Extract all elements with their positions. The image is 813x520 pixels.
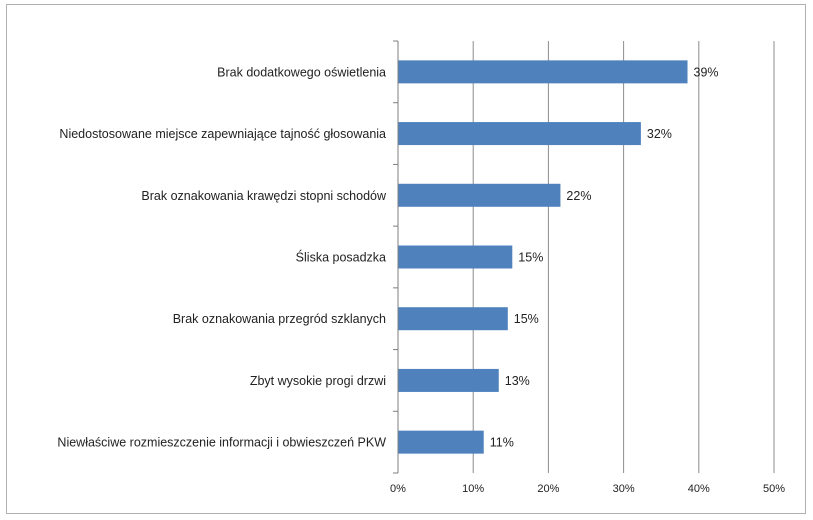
labels: 0% 10% 20% 30% 40% 50% Brak dodatkowego oświet… [57, 65, 785, 495]
bar-1 [398, 60, 688, 84]
bars [398, 60, 688, 454]
data-label-2: 32% [647, 127, 672, 141]
category-label-2: Niedostosowane miejsce zapewniające tajn… [59, 127, 386, 141]
bar-3 [398, 183, 561, 207]
data-label-6: 13% [505, 374, 530, 388]
category-label-5: Brak oznakowania przegród szklanych [173, 312, 386, 326]
category-label-7: Niewłaściwe rozmieszczenie informacji i … [57, 436, 386, 450]
category-label-3: Brak oznakowania krawędzi stopni schodów [141, 189, 387, 203]
x-tick-label-50: 50% [763, 483, 785, 495]
chart-frame: 0% 10% 20% 30% 40% 50% Brak dodatkowego oświet… [6, 4, 806, 514]
bar-2 [398, 122, 641, 146]
category-label-1: Brak dodatkowego oświetlenia [217, 65, 386, 79]
data-label-3: 22% [566, 189, 591, 203]
bar-7 [398, 430, 484, 454]
data-label-7: 11% [490, 436, 514, 450]
data-label-4: 15% [518, 251, 543, 265]
x-tick-label-0: 0% [390, 483, 406, 495]
gridlines [472, 41, 775, 473]
bar-5 [398, 307, 508, 331]
bar-6 [398, 368, 499, 392]
category-label-4: Śliska posadzka [296, 250, 386, 265]
y-axis [393, 40, 399, 474]
horizontal-bar-chart: 0% 10% 20% 30% 40% 50% Brak dodatkowego oświet… [57, 40, 785, 495]
x-tick-label-20: 20% [537, 483, 559, 495]
x-tick-label-10: 10% [462, 483, 484, 495]
data-label-5: 15% [514, 312, 539, 326]
category-label-6: Zbyt wysokie progi drzwi [250, 374, 386, 388]
bar-4 [398, 245, 513, 269]
x-tick-label-30: 30% [613, 483, 635, 495]
x-tick-label-40: 40% [688, 483, 710, 495]
data-label-1: 39% [694, 65, 719, 79]
